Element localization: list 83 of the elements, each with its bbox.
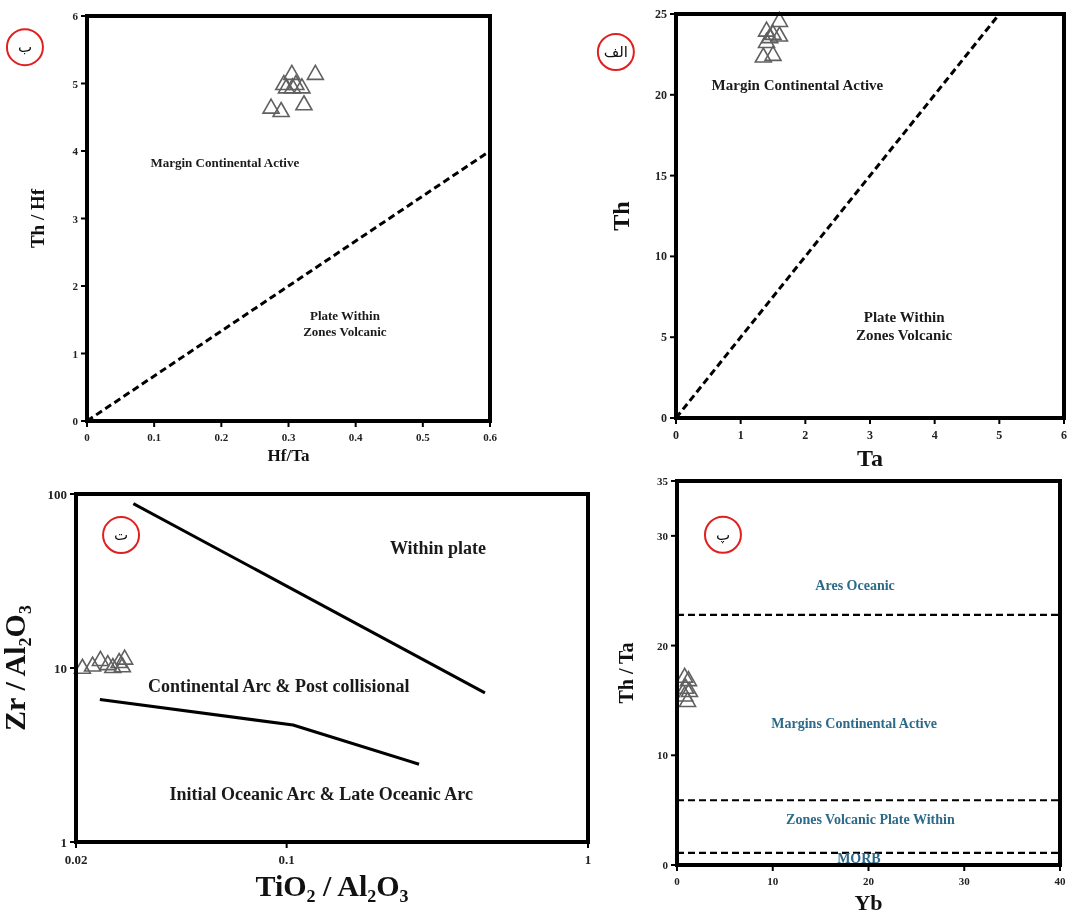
- annotation: MORB: [837, 850, 881, 866]
- point: [757, 21, 776, 37]
- annotation: Zones Volcanic Plate Within: [786, 811, 955, 827]
- point: [287, 74, 305, 91]
- y-tick-label: 10: [54, 660, 67, 676]
- point: [283, 64, 301, 81]
- point: [295, 94, 313, 111]
- x-tick-label: 0: [674, 875, 681, 887]
- point: [277, 78, 296, 94]
- y-axis-title: Th: [608, 201, 635, 231]
- y-tick-label: 10: [655, 249, 667, 264]
- y-tick-label: 25: [655, 7, 667, 21]
- text: الف: [603, 42, 628, 61]
- y-tick-label: 5: [72, 77, 79, 90]
- x-tick-label: 0.1: [278, 852, 295, 867]
- x-axis-title: TiO₂ / Al₂O₃: [255, 869, 409, 902]
- x-tick-label: 5: [996, 428, 1003, 442]
- y-tick-label: 2: [72, 280, 79, 292]
- point: [272, 101, 290, 118]
- annotation: Margin Continental Active: [711, 77, 884, 94]
- y-tick-label: 6: [72, 10, 79, 22]
- y-axis-title: Th / Ta: [615, 642, 638, 704]
- annotation: Margin Continental Active: [150, 154, 300, 170]
- annotation: ت: [113, 526, 129, 545]
- annotation: Plate Within Zones Volcanic: [856, 308, 953, 343]
- annotation: پ: [715, 525, 731, 544]
- y-tick-label: 35: [657, 475, 669, 487]
- x-axis-title: Ta: [857, 444, 883, 471]
- y-tick-label: 10: [657, 749, 669, 762]
- point: [262, 98, 280, 114]
- y-tick-label: 15: [655, 168, 667, 183]
- y-tick-label: 0: [72, 415, 79, 427]
- x-tick-label: 10: [767, 875, 779, 887]
- x-tick-label: 0.2: [214, 431, 229, 443]
- point: [293, 78, 311, 94]
- y-tick-label: 100: [47, 486, 67, 502]
- x-tick-label: 6: [1061, 428, 1067, 442]
- x-tick-label: 30: [958, 875, 971, 887]
- y-tick-label: 1: [60, 834, 67, 850]
- x-tick-label: 40: [1054, 875, 1066, 887]
- annotation: Ares Oceanic: [815, 577, 895, 593]
- point: [770, 26, 789, 42]
- annotation: Plate Within Zones Volcanic: [303, 307, 387, 339]
- y-axis-title: Zr / Al₂O₃: [0, 605, 32, 731]
- x-tick-label: 0: [673, 428, 679, 442]
- x-tick-label: 3: [867, 428, 873, 442]
- y-axis-title: Th / Hf: [26, 188, 48, 249]
- x-tick-label: 0: [84, 431, 91, 443]
- y-tick-label: 5: [661, 330, 667, 345]
- point: [757, 32, 776, 49]
- point: [306, 64, 325, 81]
- x-axis-title: Yb: [854, 889, 883, 915]
- point: [760, 27, 779, 44]
- point: [764, 24, 782, 41]
- y-tick-label: 0: [661, 411, 667, 425]
- y-tick-label: 20: [657, 639, 669, 652]
- y-tick-label: 30: [657, 529, 669, 542]
- y-tick-label: 20: [655, 87, 667, 102]
- x-tick-label: 2: [802, 428, 809, 442]
- y-tick-label: 3: [72, 212, 79, 225]
- x-tick-label: 0.5: [415, 431, 431, 443]
- x-tick-label: 0.1: [147, 431, 162, 443]
- annotation: Margins Continental Active: [771, 715, 937, 731]
- x-tick-label: 0.3: [281, 431, 296, 443]
- y-tick-label: 4: [72, 145, 79, 157]
- x-tick-label: 20: [863, 875, 875, 887]
- x-tick-label: 4: [931, 428, 938, 442]
- x-tick-label: 0.6: [483, 431, 498, 443]
- point: [764, 45, 782, 62]
- x-tick-label: 1: [584, 852, 592, 867]
- point: [754, 47, 773, 63]
- text: ب: [17, 38, 32, 57]
- annotation: Continental Arc & Post collisional: [147, 676, 410, 697]
- x-tick-label: 1: [737, 428, 744, 442]
- point: [770, 11, 789, 28]
- x-tick-label: 0.02: [64, 852, 88, 867]
- x-tick-label: 0.4: [348, 431, 364, 443]
- point: [275, 74, 293, 91]
- annotation: Within plate: [389, 537, 487, 558]
- y-tick-label: 1: [72, 347, 78, 360]
- point: [283, 78, 302, 94]
- x-axis-title: Hf/Ta: [267, 446, 310, 466]
- annotation: Initial Oceanic Arc & Late Oceanic Arc: [169, 783, 473, 804]
